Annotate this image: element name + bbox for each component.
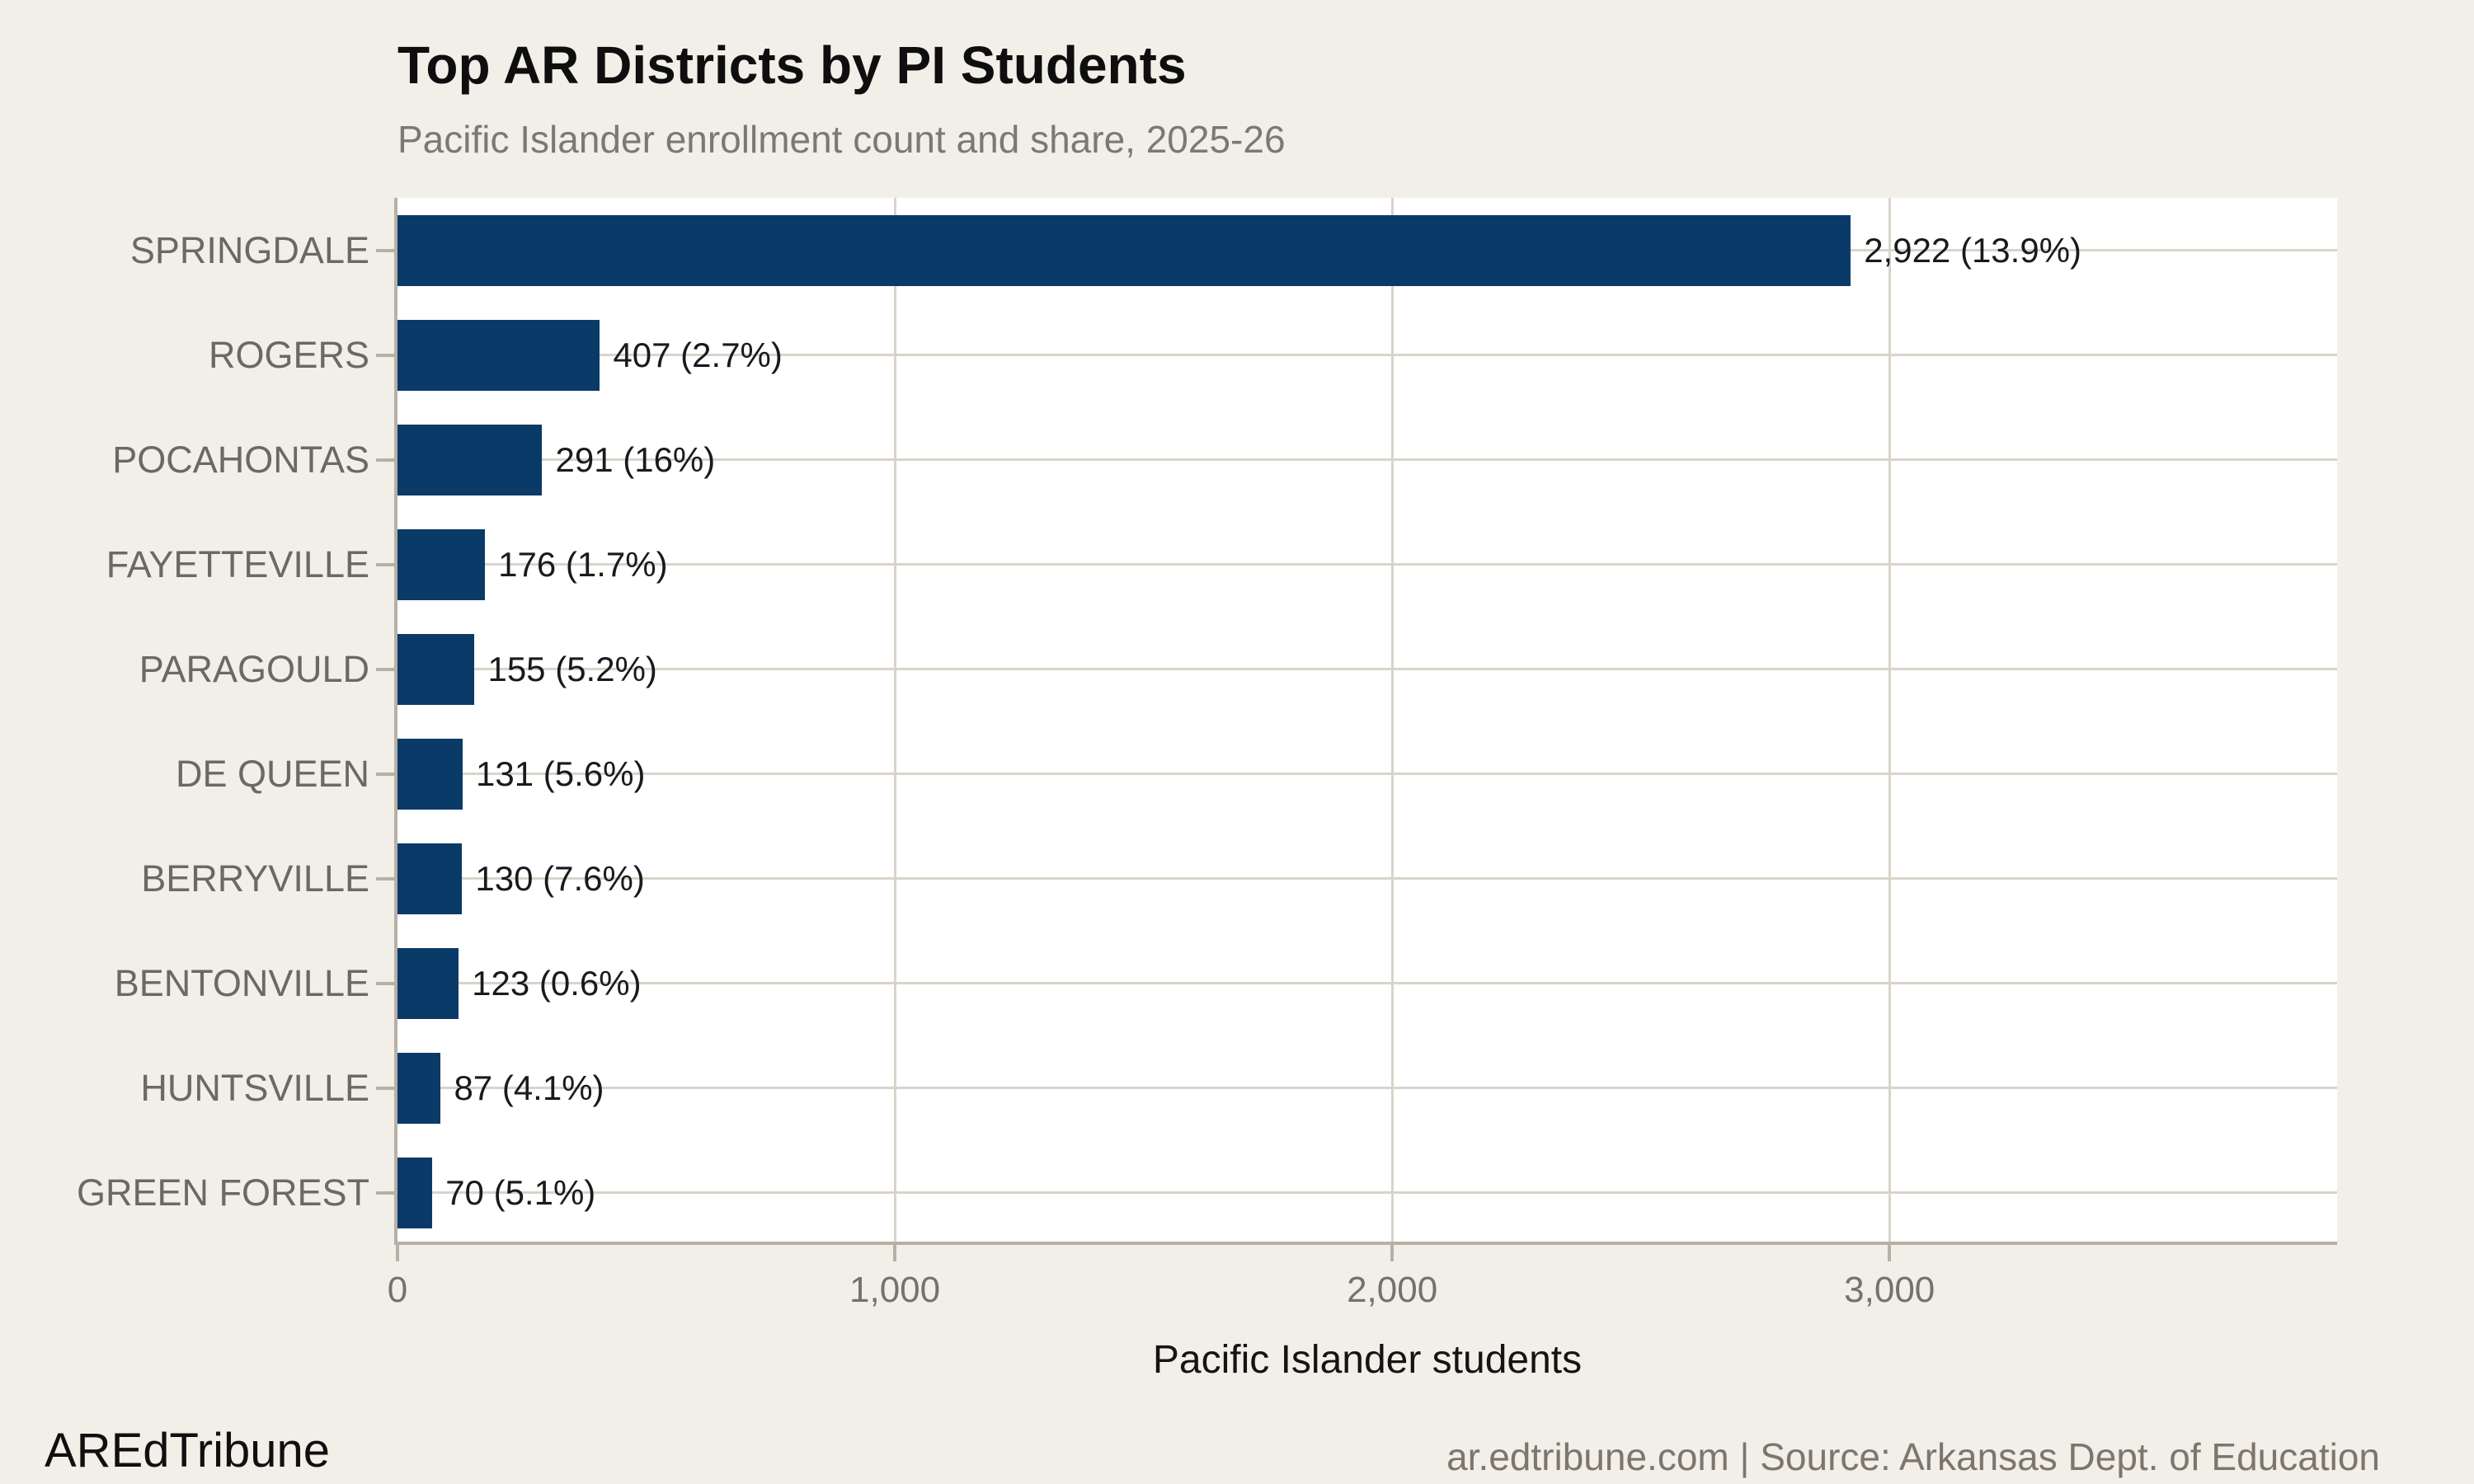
x-axis-line: [394, 1242, 2337, 1245]
gridline-y-paragould: [397, 668, 2337, 670]
footer-source: ar.edtribune.com | Source: Arkansas Dept…: [1446, 1435, 2380, 1478]
y-tick-huntsville: [376, 1086, 394, 1090]
gridline-y-fayetteville: [397, 563, 2337, 566]
value-label-paragould: 155 (5.2%): [487, 649, 657, 688]
bar-green-forest: [397, 1157, 433, 1228]
category-label-springdale: SPRINGDALE: [129, 228, 369, 271]
x-tick-1000: [893, 1245, 897, 1261]
x-tick-3000: [1888, 1245, 1892, 1261]
x-tick-0: [396, 1245, 399, 1261]
bar-berryville: [397, 843, 463, 914]
value-label-springdale: 2,922 (13.9%): [1864, 230, 2082, 270]
bar-de-queen: [397, 738, 463, 810]
bar-huntsville: [397, 1052, 441, 1124]
category-label-rogers: ROGERS: [208, 333, 369, 376]
category-label-de-queen: DE QUEEN: [175, 752, 369, 795]
bar-bentonville: [397, 947, 459, 1019]
value-label-green-forest: 70 (5.1%): [445, 1172, 596, 1212]
bar-rogers: [397, 319, 600, 391]
y-tick-green-forest: [376, 1190, 394, 1195]
gridline-y-berryville: [397, 877, 2337, 880]
chart-title: Top AR Districts by PI Students: [397, 35, 1187, 95]
gridline-y-de-queen: [397, 773, 2337, 775]
x-tick-label-1000: 1,000: [849, 1270, 941, 1310]
x-tick-2000: [1390, 1245, 1395, 1261]
bar-springdale: [397, 214, 1851, 286]
bar-fayetteville: [397, 528, 486, 600]
gridline-y-huntsville: [397, 1087, 2337, 1089]
category-label-berryville: BERRYVILLE: [141, 857, 369, 899]
value-label-rogers: 407 (2.7%): [613, 335, 783, 374]
x-tick-label-0: 0: [387, 1270, 408, 1310]
x-tick-label-2000: 2,000: [1347, 1270, 1438, 1310]
bar-pocahontas: [397, 424, 543, 495]
y-tick-de-queen: [376, 772, 394, 776]
y-axis-line: [394, 198, 397, 1245]
gridline-y-rogers: [397, 354, 2337, 356]
y-tick-fayetteville: [376, 562, 394, 566]
category-label-fayetteville: FAYETTEVILLE: [106, 542, 369, 585]
value-label-bentonville: 123 (0.6%): [472, 963, 642, 1003]
category-label-green-forest: GREEN FOREST: [76, 1171, 369, 1214]
bar-paragould: [397, 633, 475, 705]
y-tick-pocahontas: [376, 458, 394, 462]
gridline-x-1000: [893, 198, 896, 1245]
y-tick-springdale: [376, 248, 394, 252]
footer-brand: AREdTribune: [45, 1424, 331, 1477]
plot-area: 2,922 (13.9%) 407 (2.7%) 291 (16%) 176 (1.7…: [397, 198, 2337, 1245]
gridline-x-3000: [1888, 198, 1891, 1245]
y-tick-paragould: [376, 667, 394, 671]
value-label-de-queen: 131 (5.6%): [476, 754, 646, 793]
x-axis-title: Pacific Islander students: [1152, 1338, 1583, 1382]
value-label-pocahontas: 291 (16%): [555, 439, 716, 479]
value-label-berryville: 130 (7.6%): [475, 858, 645, 898]
gridline-y-green-forest: [397, 1191, 2337, 1194]
value-label-fayetteville: 176 (1.7%): [498, 544, 668, 584]
category-label-bentonville: BENTONVILLE: [114, 961, 369, 1004]
gridline-y-pocahontas: [397, 458, 2337, 461]
y-tick-berryville: [376, 876, 394, 881]
x-tick-label-3000: 3,000: [1844, 1270, 1935, 1310]
y-tick-rogers: [376, 353, 394, 357]
value-label-huntsville: 87 (4.1%): [454, 1068, 604, 1107]
category-label-huntsville: HUNTSVILLE: [140, 1066, 369, 1109]
category-label-paragould: PARAGOULD: [139, 647, 369, 690]
y-tick-bentonville: [376, 981, 394, 985]
category-label-pocahontas: POCAHONTAS: [112, 438, 369, 481]
gridline-y-bentonville: [397, 982, 2337, 984]
chart-subtitle: Pacific Islander enrollment count and sh…: [397, 118, 1286, 161]
gridline-x-2000: [1390, 198, 1394, 1245]
